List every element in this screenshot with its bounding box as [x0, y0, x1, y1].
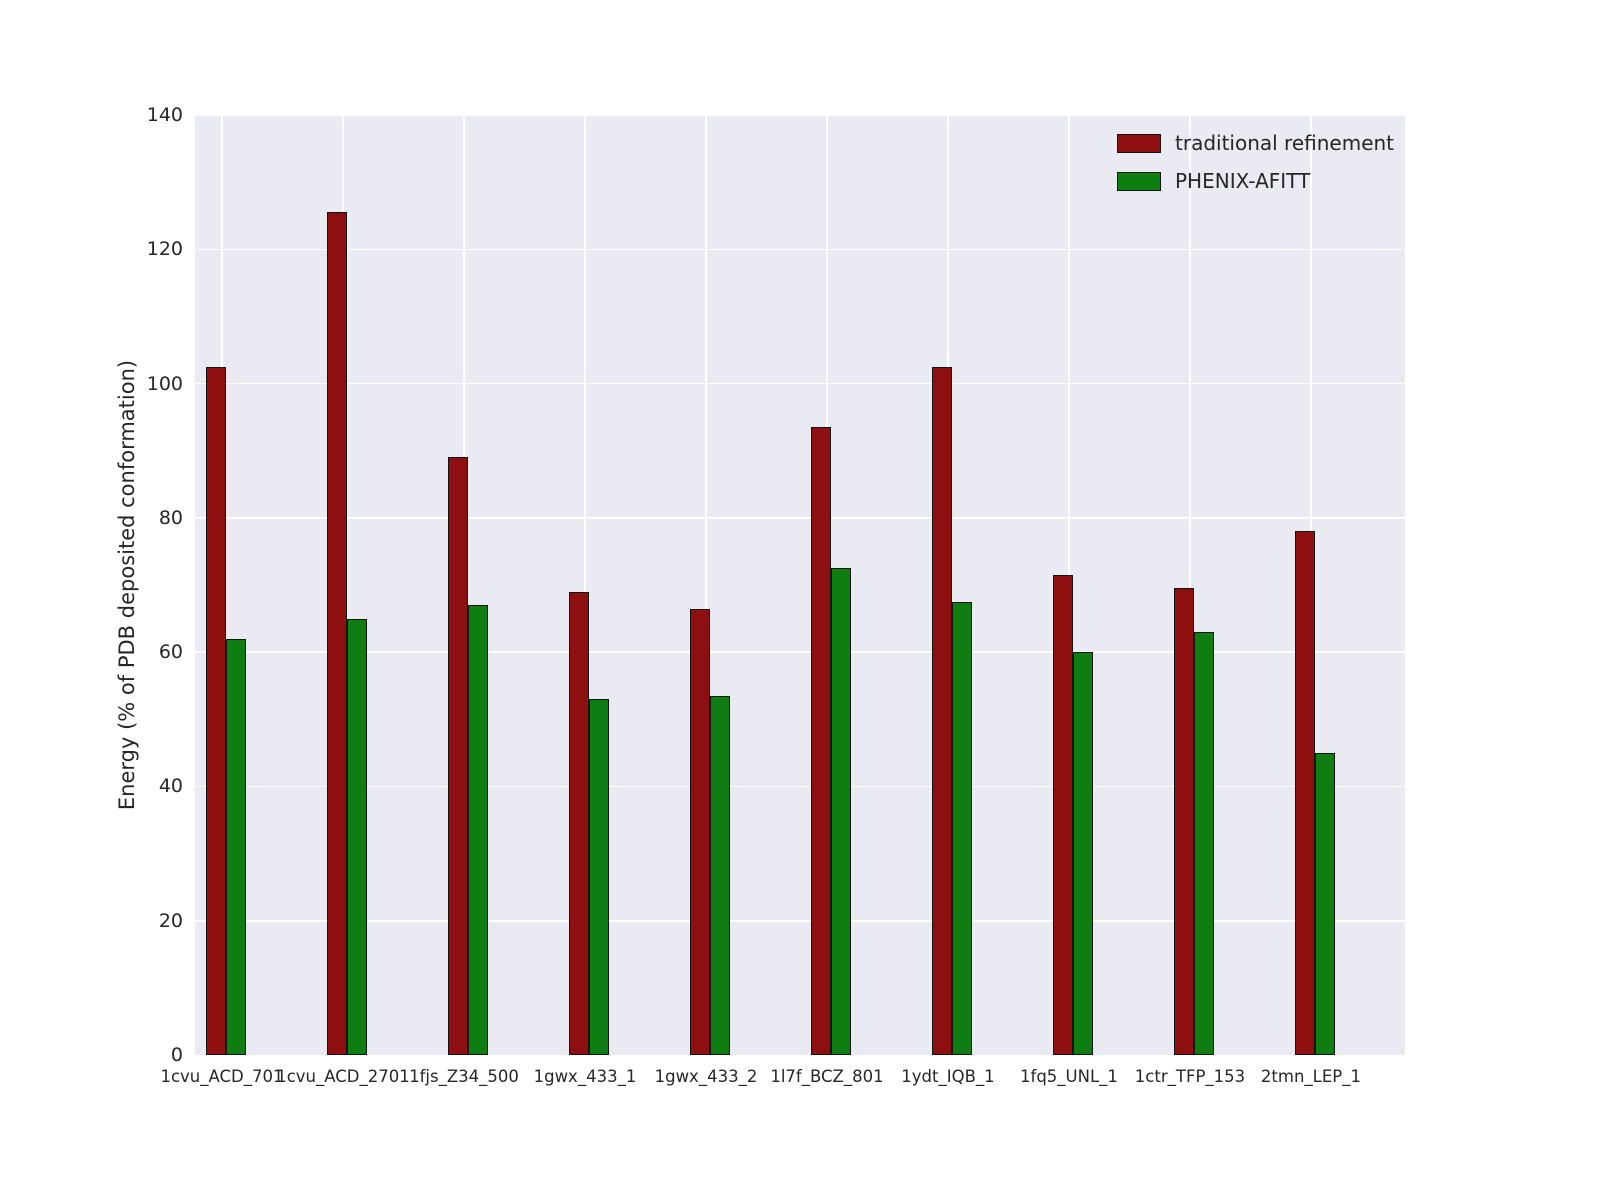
gridline-x-1gwx-433-2 [705, 115, 707, 1055]
bar-traditional-refinement-1cvu-acd-701 [205, 366, 226, 1055]
y-tick-100: 100 [146, 372, 183, 395]
x-tick-1fjs-z34-500: 1fjs_Z34_500 [409, 1067, 519, 1086]
bar-phenix-afitt-1ctr-tfp-153 [1193, 632, 1214, 1055]
bar-phenix-afitt-1ydt-iqb-1 [951, 601, 972, 1055]
bar-phenix-afitt-1cvu-acd-701 [225, 638, 246, 1055]
bar-traditional-refinement-2tmn-lep-1 [1294, 531, 1315, 1055]
gridline-x-1ctr-tfp-153 [1189, 115, 1191, 1055]
bar-traditional-refinement-1ydt-iqb-1 [931, 366, 952, 1055]
bar-phenix-afitt-1gwx-433-2 [709, 695, 730, 1055]
legend-swatch-phenix-afitt [1117, 171, 1161, 191]
legend-item-phenix-afitt: PHENIX-AFITT [1117, 169, 1394, 193]
bar-phenix-afitt-1fjs-z34-500 [467, 605, 488, 1055]
y-tick-80: 80 [158, 506, 183, 529]
gridline-y-100 [195, 382, 1405, 385]
bar-traditional-refinement-1fjs-z34-500 [447, 457, 468, 1055]
bar-phenix-afitt-1fq5-unl-1 [1072, 652, 1093, 1055]
gridline-y-140 [195, 114, 1405, 116]
bar-traditional-refinement-1l7f-bcz-801 [810, 427, 831, 1055]
legend: traditional refinement PHENIX-AFITT [1117, 131, 1394, 193]
bar-traditional-refinement-1fq5-unl-1 [1052, 574, 1073, 1055]
x-tick-1ctr-tfp-153: 1ctr_TFP_153 [1134, 1067, 1246, 1086]
y-axis-label: Energy (% of PDB deposited conformation) [115, 359, 139, 811]
bar-traditional-refinement-1cvu-acd-2701 [326, 212, 347, 1055]
gridline-y-40 [195, 785, 1405, 788]
x-tick-1ydt-iqb-1: 1ydt_IQB_1 [901, 1067, 995, 1086]
gridline-y-60 [195, 651, 1405, 653]
x-tick-1gwx-433-1: 1gwx_433_1 [533, 1067, 637, 1086]
legend-label-phenix-afitt: PHENIX-AFITT [1175, 169, 1311, 193]
gridline-y-80 [195, 517, 1405, 519]
x-tick-1fq5-unl-1: 1fq5_UNL_1 [1020, 1067, 1118, 1086]
y-tick-20: 20 [158, 909, 183, 932]
y-tick-60: 60 [158, 641, 183, 664]
x-tick-2tmn-lep-1: 2tmn_LEP_1 [1260, 1067, 1361, 1086]
gridline-y-120 [195, 248, 1405, 251]
y-tick-40: 40 [158, 775, 183, 798]
x-tick-1l7f-bcz-801: 1l7f_BCZ_801 [770, 1067, 884, 1086]
bar-traditional-refinement-1ctr-tfp-153 [1173, 588, 1194, 1055]
y-tick-140: 140 [146, 104, 183, 126]
x-tick-1gwx-433-2: 1gwx_433_2 [654, 1067, 758, 1086]
y-tick-120: 120 [146, 238, 183, 261]
legend-label-traditional-refinement: traditional refinement [1175, 131, 1395, 155]
legend-item-traditional-refinement: traditional refinement [1117, 131, 1394, 155]
x-tick-1cvu-acd-701: 1cvu_ACD_701 [160, 1067, 284, 1086]
gridline-x-1gwx-433-1 [584, 115, 586, 1055]
x-tick-1cvu-acd-2701: 1cvu_ACD_2701 [276, 1067, 410, 1086]
gridline-y-20 [195, 919, 1405, 922]
plot-area: traditional refinement PHENIX-AFITT [195, 114, 1405, 1055]
bar-traditional-refinement-1gwx-433-1 [568, 591, 589, 1055]
bar-phenix-afitt-1cvu-acd-2701 [346, 618, 367, 1055]
y-tick-0: 0 [170, 1044, 183, 1066]
legend-swatch-traditional-refinement [1117, 133, 1161, 153]
bar-traditional-refinement-1gwx-433-2 [689, 608, 710, 1055]
bar-phenix-afitt-2tmn-lep-1 [1314, 752, 1335, 1055]
bar-phenix-afitt-1gwx-433-1 [588, 699, 609, 1055]
bar-phenix-afitt-1l7f-bcz-801 [830, 568, 851, 1055]
